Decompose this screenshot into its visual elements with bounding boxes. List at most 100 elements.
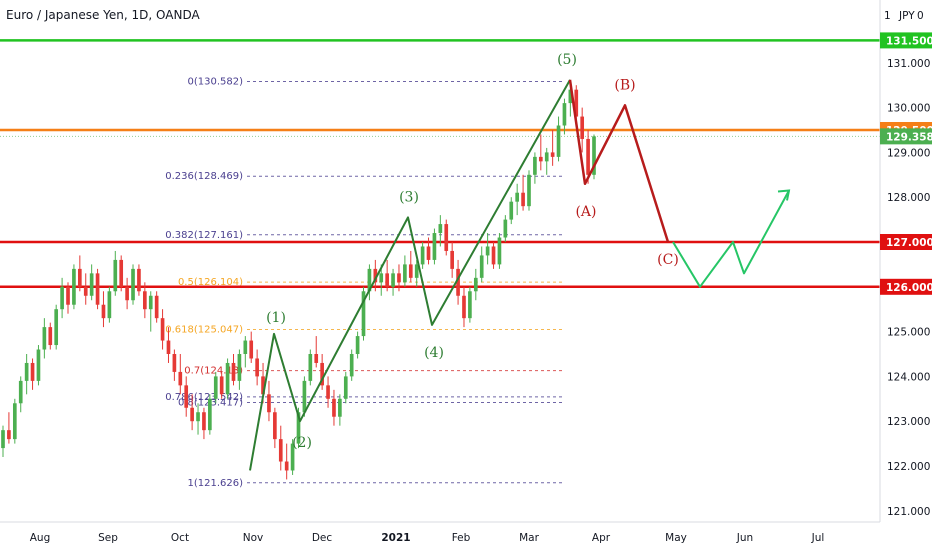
price-badge: [880, 278, 932, 295]
candle-body: [550, 152, 555, 157]
candle-body: [338, 398, 342, 417]
candle-body: [196, 412, 200, 422]
candle-body: [574, 89, 579, 117]
candle-body: [95, 273, 100, 305]
price-badge-label: 127.000: [886, 237, 932, 249]
candle-body: [414, 264, 419, 278]
fib-level-label: 1(121.626): [187, 478, 243, 489]
candle-body: [113, 259, 118, 292]
candle-body: [491, 246, 496, 265]
y-tick-label: 125.000: [887, 327, 930, 339]
candle-body: [592, 136, 596, 175]
candle-body: [172, 354, 177, 372]
candle-body: [137, 268, 141, 292]
candle-body: [509, 201, 514, 220]
price-badge: [880, 234, 932, 250]
fib-level-label: 0.5(126.104): [178, 277, 243, 288]
price-badge-label: 129.358: [886, 131, 932, 143]
candle-body: [12, 403, 17, 440]
candle-body: [72, 268, 76, 305]
candle-body: [349, 354, 354, 377]
candle-body: [249, 340, 254, 359]
candle-body: [213, 376, 218, 399]
candle-body: [24, 362, 29, 381]
candle-body: [533, 156, 537, 175]
fib-level-label: 0.7(124.13): [184, 366, 243, 377]
candle-body: [426, 246, 431, 260]
candle-body: [379, 273, 384, 283]
candle-body: [261, 376, 265, 395]
candle-body: [267, 394, 271, 413]
candle-body: [290, 443, 295, 471]
candle-body: [343, 376, 348, 399]
y-tick-label: 121.000: [887, 506, 930, 518]
candle-body: [243, 340, 248, 354]
candle-body: [54, 309, 59, 346]
candle-body: [515, 192, 520, 202]
horizontal-levels: [0, 39, 880, 289]
candle-body: [178, 371, 183, 386]
candle-body: [89, 273, 94, 296]
fibonacci-retracement: 0(130.582) 0.236(128.469) 0.382(127.161) 0.…: [165, 77, 563, 489]
candle-body: [544, 152, 549, 162]
x-tick-label: Dec: [312, 532, 333, 544]
candle-body: [107, 291, 112, 319]
candle-body: [1, 430, 5, 449]
candle-body: [143, 291, 147, 310]
candle-body: [580, 116, 585, 139]
fib-level-label: 0.786(123.542): [165, 392, 243, 403]
candle-body: [450, 250, 454, 269]
candle-body: [308, 354, 313, 381]
x-tick-label: Feb: [452, 532, 471, 544]
candle-body: [208, 398, 212, 431]
candle-body: [586, 138, 590, 175]
candle-body: [273, 412, 277, 440]
candle-body: [278, 439, 283, 462]
candle-body: [361, 291, 366, 337]
candle-body: [408, 264, 413, 278]
x-tick-label: Apr: [592, 532, 611, 544]
candle-body: [332, 398, 336, 417]
x-tick-label: Sep: [98, 532, 118, 544]
candle-body: [154, 295, 159, 319]
candles: [1, 80, 596, 480]
candle-body: [485, 246, 490, 256]
candle-body: [326, 385, 330, 399]
candle-body: [373, 268, 378, 283]
candle-body: [18, 380, 23, 404]
price-badge: [880, 32, 932, 49]
candle-body: [438, 224, 443, 234]
candle-body: [367, 268, 372, 292]
candle-body: [166, 340, 171, 354]
candle-body: [302, 380, 307, 413]
candle-body: [497, 237, 502, 265]
currency-label[interactable]: JPY: [898, 10, 915, 22]
candle-body: [42, 327, 47, 350]
price-badge: [880, 128, 932, 145]
wave-label: (C): [657, 252, 679, 268]
candle-body: [420, 246, 425, 265]
candle-body: [556, 125, 561, 157]
candle-body: [184, 385, 189, 408]
candle-body: [231, 362, 236, 381]
wave-label: (1): [266, 310, 286, 326]
candle-body: [36, 349, 41, 381]
candle-body: [527, 174, 531, 207]
y-tick-label: 128.000: [887, 192, 930, 204]
candle-body: [66, 286, 70, 305]
price-badge-label: 126.000: [886, 282, 932, 294]
candle-body: [320, 362, 324, 386]
wave-label: (3): [399, 189, 419, 205]
x-tick-label: May: [665, 532, 687, 544]
chart-title: Euro / Japanese Yen, 1D, OANDA: [6, 8, 200, 22]
candle-body: [462, 295, 466, 319]
candle-body: [148, 295, 153, 310]
candle-body: [432, 233, 437, 260]
candle-body: [284, 461, 289, 471]
time-axis: Aug Sep Oct Nov Dec 2021 Feb Mar Apr May Jun Jul: [0, 521, 880, 544]
candle-body: [468, 291, 472, 319]
candle-body: [30, 362, 35, 381]
currency-prefix: 1: [884, 10, 891, 22]
x-tick-label: Nov: [243, 532, 264, 544]
